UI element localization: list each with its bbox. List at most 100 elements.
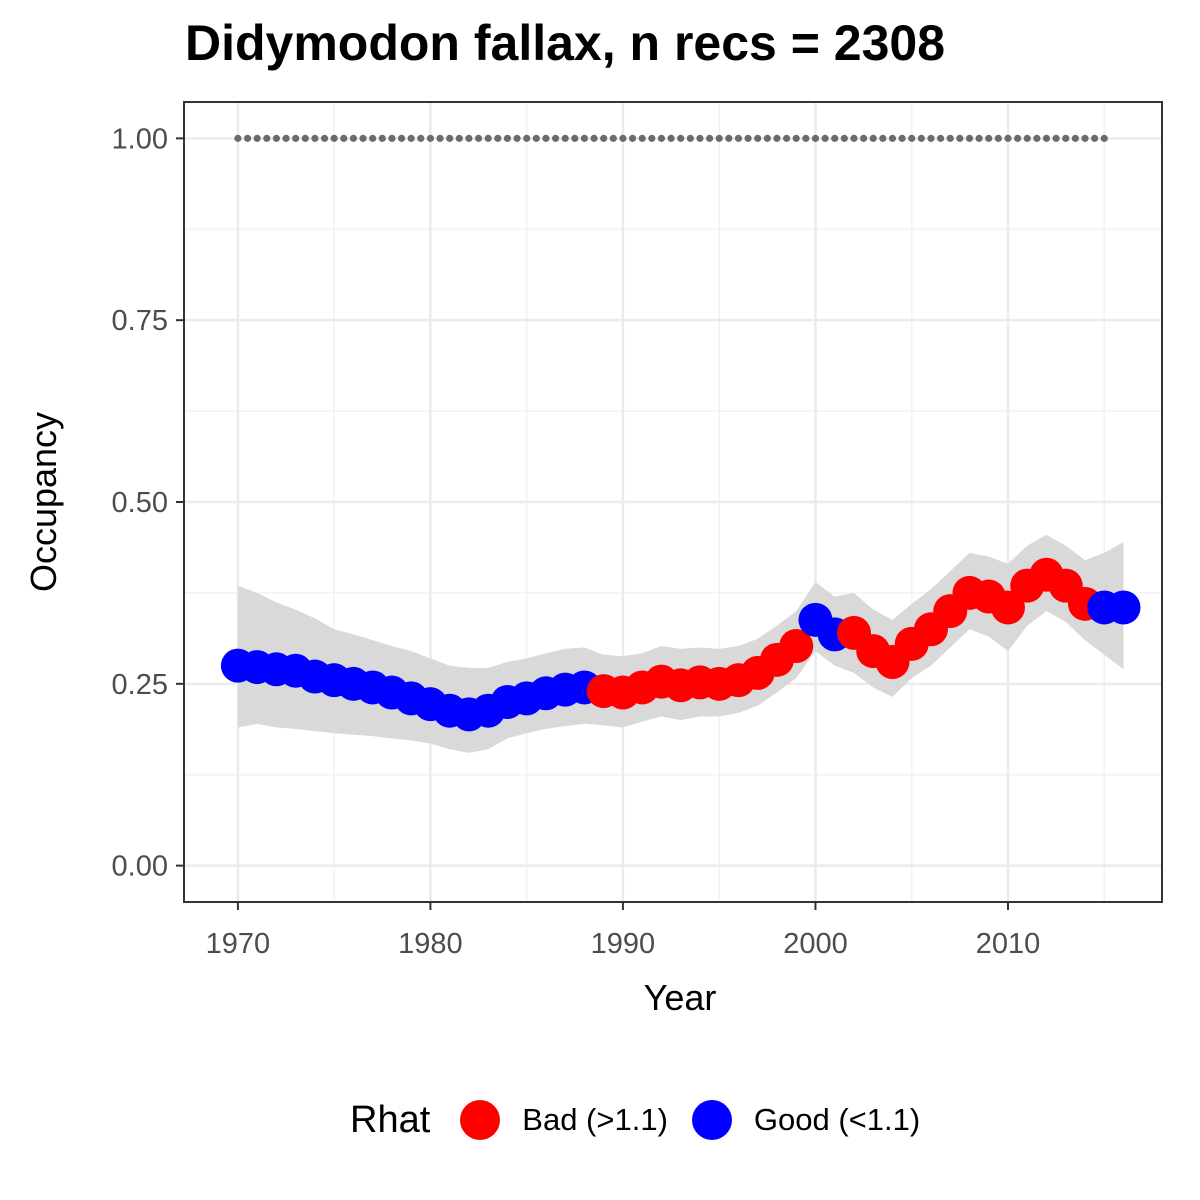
reference-dot	[561, 134, 569, 142]
reference-dot	[725, 134, 733, 142]
reference-dot	[985, 134, 993, 142]
reference-dot	[494, 134, 502, 142]
reference-dot	[859, 134, 868, 142]
x-axis-title: Year	[644, 977, 717, 1018]
reference-dot	[946, 134, 954, 142]
reference-dot	[234, 134, 242, 142]
reference-dot	[1100, 134, 1108, 142]
reference-dot	[571, 134, 579, 142]
occupancy-point	[990, 590, 1025, 625]
reference-dot	[542, 134, 550, 142]
reference-dot	[320, 134, 329, 142]
reference-dot	[715, 134, 723, 142]
reference-dot	[696, 134, 704, 142]
reference-dot	[397, 134, 406, 142]
reference-dot	[619, 134, 627, 142]
reference-dot	[667, 134, 675, 142]
reference-dot	[378, 134, 386, 142]
reference-dot	[763, 134, 771, 142]
x-tick-label: 1980	[398, 928, 463, 960]
legend-item-bad: Bad (>1.1)	[460, 1100, 668, 1140]
reference-dot	[503, 134, 512, 142]
reference-dot	[369, 134, 377, 142]
legend-key-bad	[460, 1100, 501, 1140]
reference-dot	[782, 134, 791, 142]
reference-dot	[513, 134, 521, 142]
x-tick-label: 1970	[206, 928, 271, 960]
reference-dot	[340, 134, 348, 142]
reference-dot	[1052, 134, 1060, 142]
reference-dot	[734, 134, 743, 142]
reference-dot	[869, 134, 877, 142]
occupancy-plot: 0.00 0.25 0.50 0.75 1.00 1970 1980 1990 2000 201…	[23, 101, 1163, 1018]
y-tick-label: 0.25	[112, 669, 168, 701]
reference-dot	[648, 134, 656, 142]
reference-dot	[1081, 134, 1089, 142]
reference-dot	[446, 134, 454, 142]
reference-dot	[349, 134, 358, 142]
reference-dot	[975, 134, 983, 142]
reference-dot	[311, 134, 319, 142]
reference-dot	[638, 134, 646, 142]
reference-dot	[474, 134, 483, 142]
reference-dot	[301, 134, 309, 142]
reference-dot	[590, 134, 598, 142]
reference-dot	[484, 134, 492, 142]
reference-dot	[436, 134, 444, 142]
occupancy-point	[779, 629, 814, 663]
legend-label-bad: Bad (>1.1)	[522, 1102, 668, 1137]
legend: Rhat Bad (>1.1) Good (<1.1)	[350, 1090, 944, 1150]
reference-dot	[917, 134, 925, 142]
reference-dot	[523, 134, 531, 142]
reference-dot	[1014, 134, 1022, 142]
reference-dot	[657, 134, 666, 142]
reference-dot	[330, 134, 338, 142]
x-tick-label: 1990	[591, 928, 656, 960]
reference-dot	[600, 134, 608, 142]
y-axis: 0.00 0.25 0.50 0.75 1.00	[112, 123, 184, 883]
reference-dot	[1033, 134, 1041, 142]
reference-dot	[831, 134, 839, 142]
reference-dot	[994, 134, 1002, 142]
reference-dot	[956, 134, 964, 142]
y-tick-label: 0.50	[112, 487, 168, 519]
reference-dot	[243, 134, 252, 142]
reference-dot	[407, 134, 415, 142]
reference-dot	[1091, 134, 1099, 142]
reference-dot	[253, 134, 261, 142]
legend-title: Rhat	[350, 1098, 431, 1141]
reference-dot	[551, 134, 560, 142]
reference-dot	[965, 134, 974, 142]
reference-dot	[263, 134, 271, 142]
reference-dot	[802, 134, 810, 142]
reference-dot	[773, 134, 781, 142]
reference-dot	[888, 134, 897, 142]
legend-item-good: Good (<1.1)	[691, 1100, 921, 1140]
reference-dot	[628, 134, 637, 142]
reference-dot	[850, 134, 858, 142]
reference-dot	[792, 134, 800, 142]
reference-dot	[1004, 134, 1012, 142]
y-tick-label: 1.00	[112, 123, 168, 155]
reference-dot	[455, 134, 463, 142]
occupancy-points-layer	[220, 557, 1141, 732]
reference-dot	[1071, 134, 1079, 142]
reference-dot	[1062, 134, 1070, 142]
reference-dot	[272, 134, 281, 142]
reference-dot	[898, 134, 906, 142]
legend-key-good	[691, 1100, 732, 1140]
reference-dot	[292, 134, 300, 142]
reference-dot	[811, 134, 820, 142]
x-axis: 1970 1980 1990 2000 2010	[206, 902, 1041, 960]
reference-dot	[840, 134, 848, 142]
occupancy-point	[1106, 590, 1141, 625]
reference-dot	[388, 134, 396, 142]
reference-dot	[879, 134, 887, 142]
reference-dot	[705, 134, 714, 142]
reference-dot	[359, 134, 367, 142]
reference-dot	[908, 134, 916, 142]
reference-dot	[754, 134, 762, 142]
legend-label-good: Good (<1.1)	[753, 1102, 921, 1137]
y-tick-label: 0.00	[112, 851, 168, 883]
x-tick-label: 2010	[976, 928, 1041, 960]
